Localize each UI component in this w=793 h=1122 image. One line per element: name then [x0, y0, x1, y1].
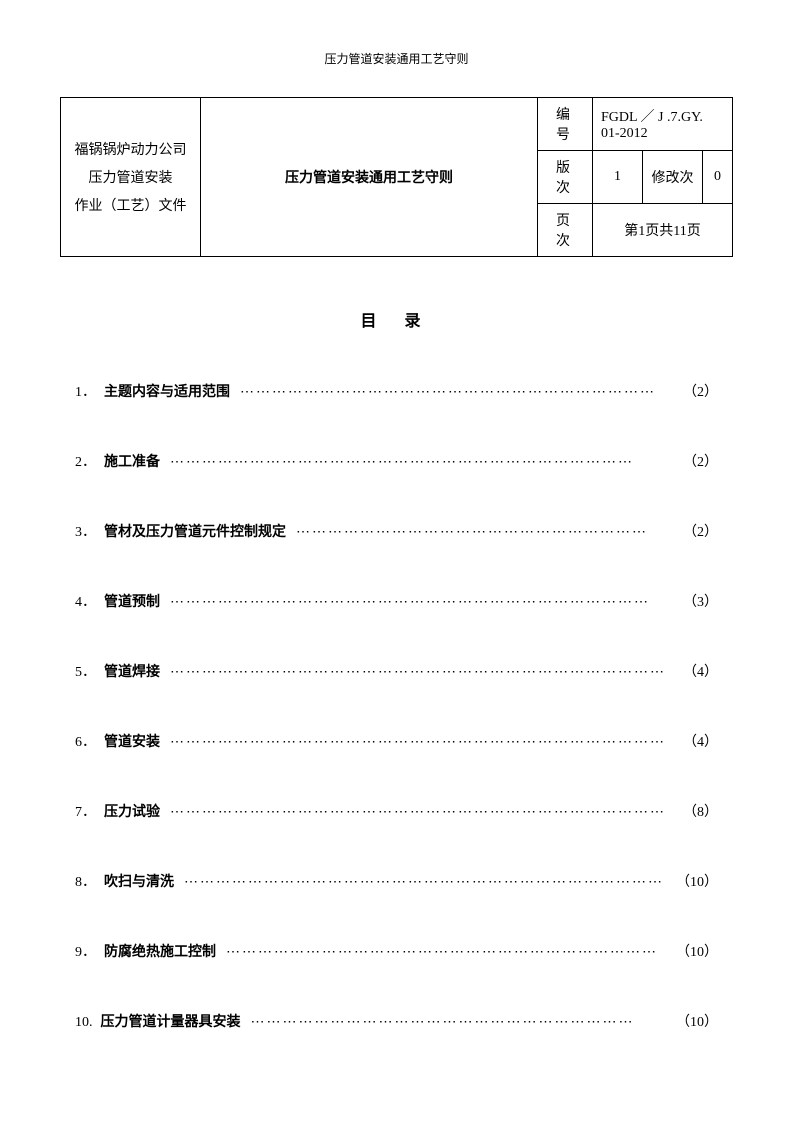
toc-page: （10） — [676, 1011, 718, 1031]
toc-text: 主题内容与适用范围 — [104, 381, 230, 401]
toc-text: 压力试验 — [104, 801, 160, 821]
toc-dots: ⋯⋯⋯⋯⋯⋯⋯⋯⋯⋯⋯⋯⋯⋯⋯⋯⋯⋯⋯⋯⋯⋯⋯⋯⋯⋯⋯⋯⋯⋯⋯ — [170, 664, 673, 681]
toc-dots: ⋯⋯⋯⋯⋯⋯⋯⋯⋯⋯⋯⋯⋯⋯⋯⋯⋯⋯⋯⋯⋯⋯⋯⋯⋯⋯ — [240, 384, 673, 401]
toc-item: 5． 管道焊接 ⋯⋯⋯⋯⋯⋯⋯⋯⋯⋯⋯⋯⋯⋯⋯⋯⋯⋯⋯⋯⋯⋯⋯⋯⋯⋯⋯⋯⋯⋯⋯ … — [75, 661, 718, 681]
toc-page: （4） — [683, 731, 718, 751]
rev-label: 修改次 — [643, 151, 703, 204]
toc-item: 9． 防腐绝热施工控制 ⋯⋯⋯⋯⋯⋯⋯⋯⋯⋯⋯⋯⋯⋯⋯⋯⋯⋯⋯⋯⋯⋯⋯⋯⋯⋯⋯ … — [75, 941, 718, 961]
rev-value: 0 — [703, 151, 733, 204]
toc-page: （4） — [683, 661, 718, 681]
toc-text: 管材及压力管道元件控制规定 — [104, 521, 286, 541]
toc-number: 6． — [75, 731, 96, 751]
page-value: 第1页共11页 — [593, 204, 733, 257]
toc-item: 8． 吹扫与清洗 ⋯⋯⋯⋯⋯⋯⋯⋯⋯⋯⋯⋯⋯⋯⋯⋯⋯⋯⋯⋯⋯⋯⋯⋯⋯⋯⋯⋯⋯⋯ … — [75, 871, 718, 891]
toc-number: 7． — [75, 801, 96, 821]
page-header: 压力管道安装通用工艺守则 — [60, 50, 733, 67]
page-header-title: 压力管道安装通用工艺守则 — [324, 52, 468, 66]
toc-page: （2） — [683, 451, 718, 471]
toc-page: （10） — [676, 871, 718, 891]
toc-number: 8． — [75, 871, 96, 891]
doc-title: 压力管道安装通用工艺守则 — [285, 171, 453, 186]
toc-dots: ⋯⋯⋯⋯⋯⋯⋯⋯⋯⋯⋯⋯⋯⋯⋯⋯⋯⋯⋯⋯⋯⋯⋯⋯⋯⋯⋯⋯⋯⋯⋯ — [170, 734, 673, 751]
toc-page: （2） — [683, 521, 718, 541]
doc-type-2: 作业（工艺）文件 — [69, 195, 192, 215]
toc-list: 1． 主题内容与适用范围 ⋯⋯⋯⋯⋯⋯⋯⋯⋯⋯⋯⋯⋯⋯⋯⋯⋯⋯⋯⋯⋯⋯⋯⋯⋯⋯ … — [60, 381, 733, 1031]
version-value: 1 — [593, 151, 643, 204]
info-table: 福锅锅炉动力公司 压力管道安装 作业（工艺）文件 压力管道安装通用工艺守则 编 … — [60, 97, 733, 257]
toc-text: 管道预制 — [104, 591, 160, 611]
toc-page: （2） — [683, 381, 718, 401]
toc-page: （8） — [683, 801, 718, 821]
page-label: 页 次 — [538, 204, 593, 257]
toc-dots: ⋯⋯⋯⋯⋯⋯⋯⋯⋯⋯⋯⋯⋯⋯⋯⋯⋯⋯⋯⋯⋯⋯⋯⋯ — [251, 1014, 667, 1031]
toc-page: （10） — [676, 941, 718, 961]
toc-text: 压力管道计量器具安装 — [101, 1011, 241, 1031]
toc-dots: ⋯⋯⋯⋯⋯⋯⋯⋯⋯⋯⋯⋯⋯⋯⋯⋯⋯⋯⋯⋯⋯⋯⋯⋯⋯⋯⋯⋯⋯ — [170, 454, 673, 471]
toc-dots: ⋯⋯⋯⋯⋯⋯⋯⋯⋯⋯⋯⋯⋯⋯⋯⋯⋯⋯⋯⋯⋯⋯⋯⋯⋯⋯⋯ — [226, 944, 666, 961]
toc-dots: ⋯⋯⋯⋯⋯⋯⋯⋯⋯⋯⋯⋯⋯⋯⋯⋯⋯⋯⋯⋯⋯⋯⋯⋯⋯⋯⋯⋯⋯⋯ — [170, 594, 673, 611]
info-left-cell: 福锅锅炉动力公司 压力管道安装 作业（工艺）文件 — [61, 98, 201, 257]
toc-text: 吹扫与清洗 — [104, 871, 174, 891]
toc-dots: ⋯⋯⋯⋯⋯⋯⋯⋯⋯⋯⋯⋯⋯⋯⋯⋯⋯⋯⋯⋯⋯⋯ — [296, 524, 673, 541]
toc-number: 1． — [75, 381, 96, 401]
toc-item: 3． 管材及压力管道元件控制规定 ⋯⋯⋯⋯⋯⋯⋯⋯⋯⋯⋯⋯⋯⋯⋯⋯⋯⋯⋯⋯⋯⋯ … — [75, 521, 718, 541]
toc-item: 2． 施工准备 ⋯⋯⋯⋯⋯⋯⋯⋯⋯⋯⋯⋯⋯⋯⋯⋯⋯⋯⋯⋯⋯⋯⋯⋯⋯⋯⋯⋯⋯ （2… — [75, 451, 718, 471]
toc-item: 1． 主题内容与适用范围 ⋯⋯⋯⋯⋯⋯⋯⋯⋯⋯⋯⋯⋯⋯⋯⋯⋯⋯⋯⋯⋯⋯⋯⋯⋯⋯ … — [75, 381, 718, 401]
toc-dots: ⋯⋯⋯⋯⋯⋯⋯⋯⋯⋯⋯⋯⋯⋯⋯⋯⋯⋯⋯⋯⋯⋯⋯⋯⋯⋯⋯⋯⋯⋯⋯ — [170, 804, 673, 821]
toc-number: 5． — [75, 661, 96, 681]
toc-number: 10. — [75, 1015, 93, 1031]
toc-item: 6． 管道安装 ⋯⋯⋯⋯⋯⋯⋯⋯⋯⋯⋯⋯⋯⋯⋯⋯⋯⋯⋯⋯⋯⋯⋯⋯⋯⋯⋯⋯⋯⋯⋯ … — [75, 731, 718, 751]
doc-type-1: 压力管道安装 — [69, 167, 192, 187]
toc-number: 9． — [75, 941, 96, 961]
toc-text: 施工准备 — [104, 451, 160, 471]
doc-title-cell: 压力管道安装通用工艺守则 — [201, 98, 538, 257]
toc-text: 防腐绝热施工控制 — [104, 941, 216, 961]
toc-title: 目 录 — [60, 307, 733, 331]
toc-text: 管道焊接 — [104, 661, 160, 681]
toc-item: 7． 压力试验 ⋯⋯⋯⋯⋯⋯⋯⋯⋯⋯⋯⋯⋯⋯⋯⋯⋯⋯⋯⋯⋯⋯⋯⋯⋯⋯⋯⋯⋯⋯⋯ … — [75, 801, 718, 821]
doc-no-value: FGDL ／ J .7.GY. 01-2012 — [593, 98, 733, 151]
toc-text: 管道安装 — [104, 731, 160, 751]
toc-number: 4． — [75, 591, 96, 611]
toc-item: 10. 压力管道计量器具安装 ⋯⋯⋯⋯⋯⋯⋯⋯⋯⋯⋯⋯⋯⋯⋯⋯⋯⋯⋯⋯⋯⋯⋯⋯ … — [75, 1011, 718, 1031]
toc-number: 2． — [75, 451, 96, 471]
toc-item: 4． 管道预制 ⋯⋯⋯⋯⋯⋯⋯⋯⋯⋯⋯⋯⋯⋯⋯⋯⋯⋯⋯⋯⋯⋯⋯⋯⋯⋯⋯⋯⋯⋯ （… — [75, 591, 718, 611]
version-label: 版 次 — [538, 151, 593, 204]
toc-page: （3） — [683, 591, 718, 611]
doc-no-label: 编 号 — [538, 98, 593, 151]
toc-dots: ⋯⋯⋯⋯⋯⋯⋯⋯⋯⋯⋯⋯⋯⋯⋯⋯⋯⋯⋯⋯⋯⋯⋯⋯⋯⋯⋯⋯⋯⋯ — [184, 874, 666, 891]
toc-number: 3． — [75, 521, 96, 541]
company-name: 福锅锅炉动力公司 — [69, 139, 192, 159]
